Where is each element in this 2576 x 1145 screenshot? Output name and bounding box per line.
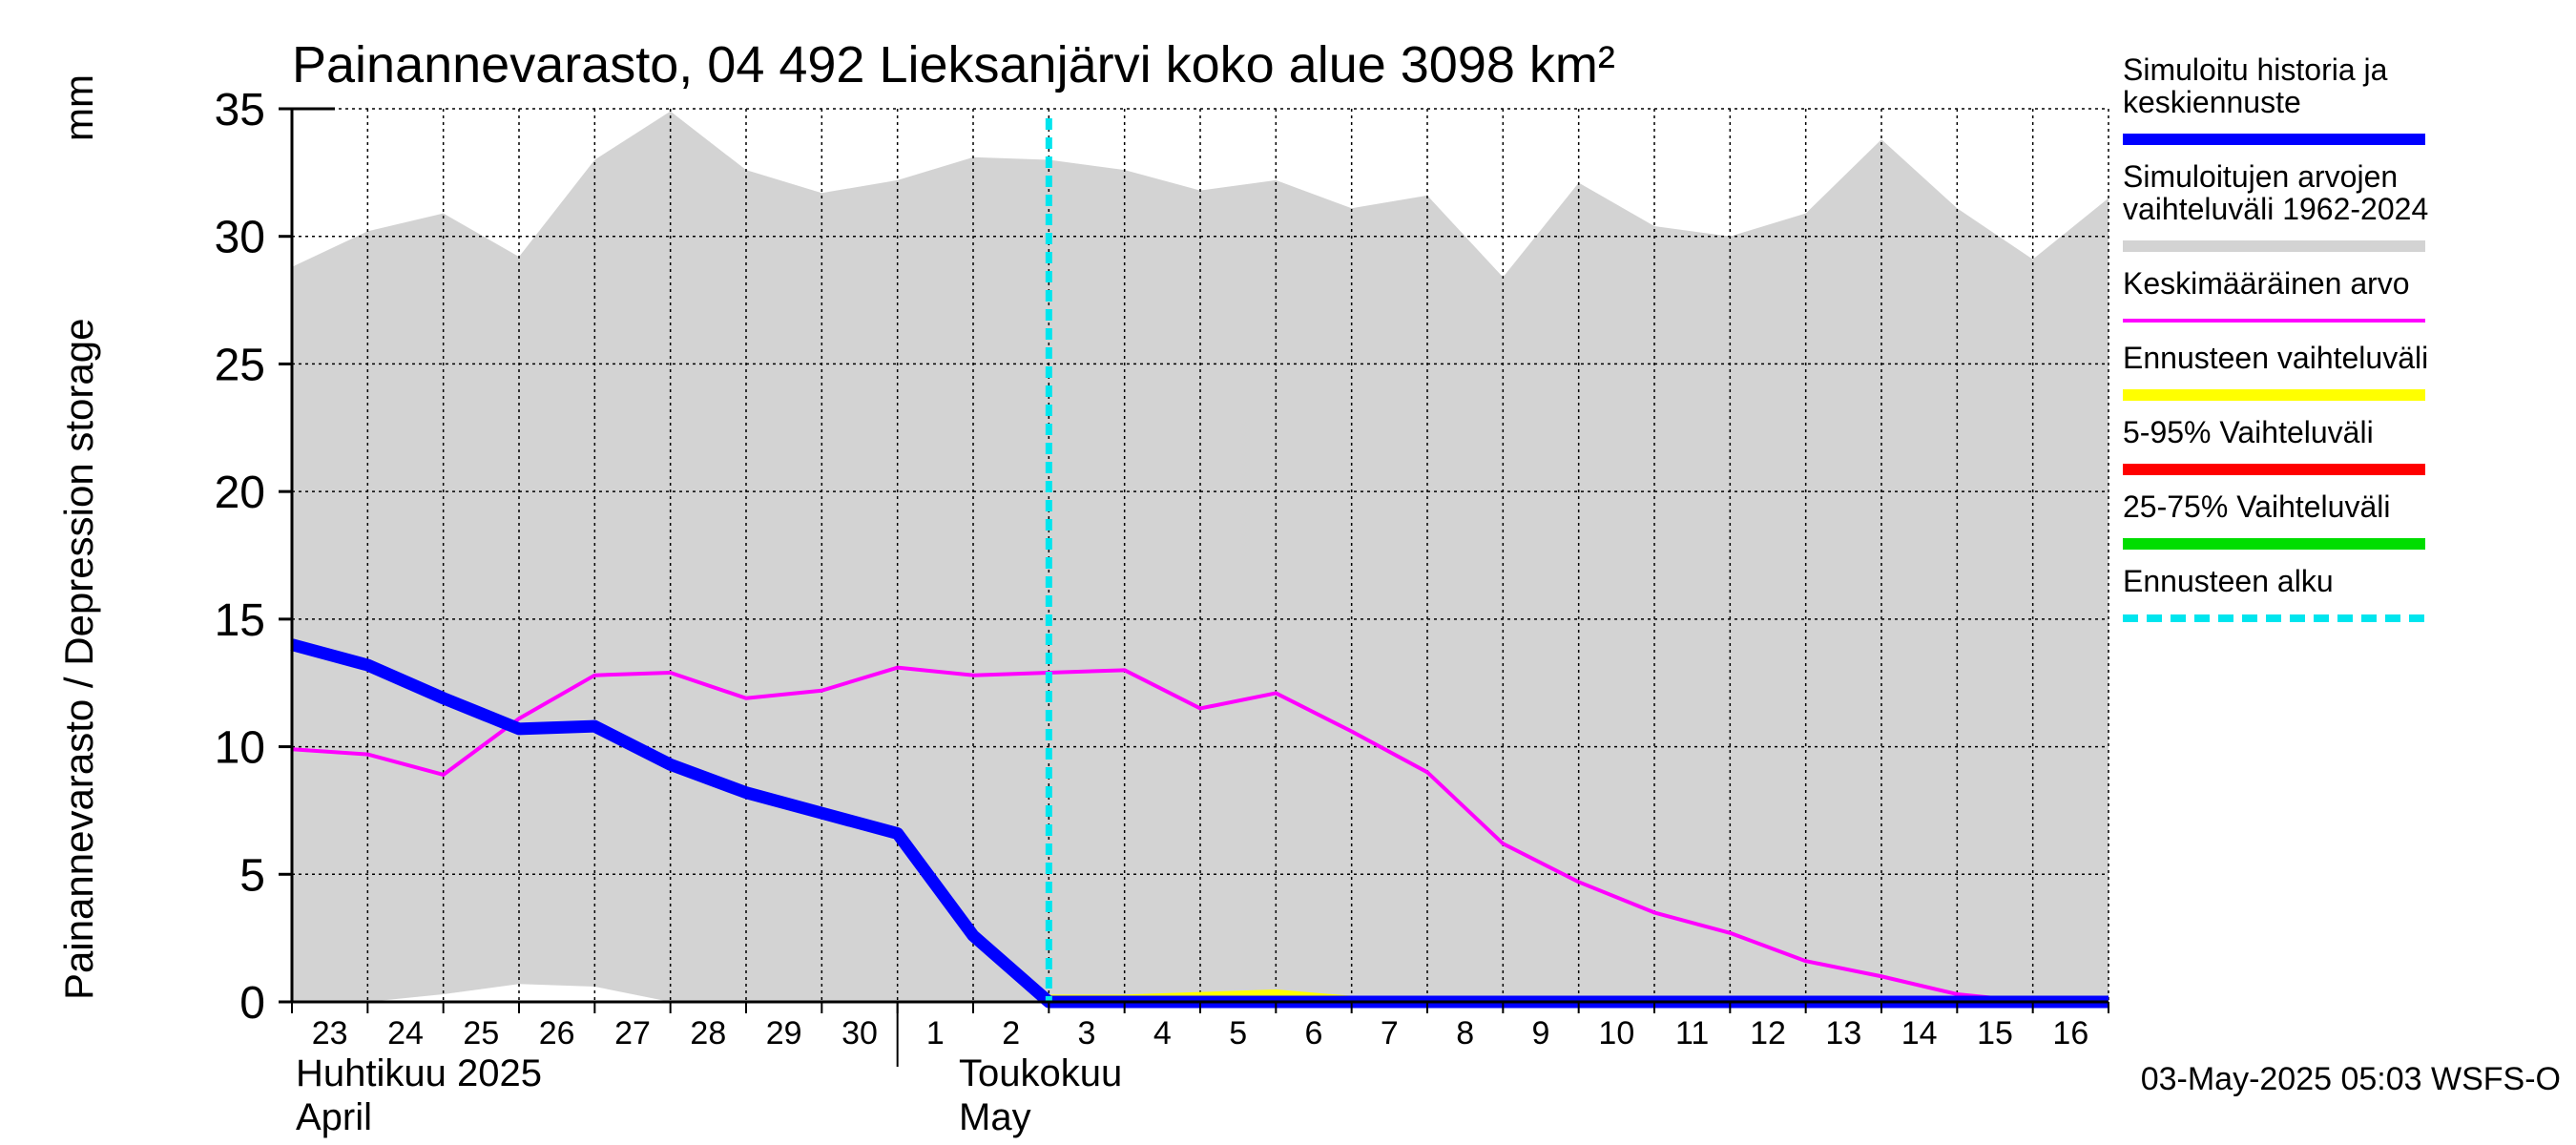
- x-tick-label: 25: [463, 1015, 499, 1051]
- legend-label: Simuloitu historia ja: [2123, 52, 2388, 87]
- series-line-mean: [291, 665, 2109, 1004]
- legend-label: 5-95% Vaihteluväli: [2123, 415, 2374, 449]
- y-tick-label: 35: [215, 85, 265, 135]
- x-tick-label: 12: [1750, 1015, 1786, 1051]
- x-tick-label: 10: [1598, 1015, 1634, 1051]
- legend-label: Ennusteen alku: [2123, 564, 2334, 598]
- x-tick-label: 28: [690, 1015, 726, 1051]
- x-tick-label: 23: [312, 1015, 348, 1051]
- x-tick-label: 27: [614, 1015, 651, 1051]
- x-tick-label: 26: [539, 1015, 575, 1051]
- y-tick-label: 10: [215, 723, 265, 774]
- month-label-en: April: [296, 1096, 372, 1138]
- x-tick-label: 5: [1229, 1015, 1247, 1051]
- x-tick-label: 30: [841, 1015, 878, 1051]
- month-label-fi: Toukokuu: [959, 1052, 1122, 1094]
- x-tick-label: 24: [387, 1015, 424, 1051]
- x-tick-label: 6: [1305, 1015, 1323, 1051]
- y-tick-label: 20: [215, 468, 265, 518]
- month-label-en: May: [959, 1096, 1031, 1138]
- x-tick-label: 1: [926, 1015, 945, 1051]
- x-tick-label: 3: [1078, 1015, 1096, 1051]
- x-tick-label: 11: [1675, 1015, 1709, 1051]
- grid-layer: [292, 108, 2109, 1002]
- x-tick-label: 14: [1901, 1015, 1938, 1051]
- legend-label: 25-75% Vaihteluväli: [2123, 489, 2390, 524]
- legend-label: Simuloitujen arvojen: [2123, 159, 2398, 194]
- y-tick-label: 5: [239, 850, 265, 901]
- legend-label: vaihteluväli 1962-2024: [2123, 192, 2428, 226]
- y-tick-label: 30: [215, 213, 265, 263]
- y-tick-label: 25: [215, 340, 265, 390]
- footer-timestamp: 03-May-2025 05:03 WSFS-O: [2141, 1061, 2561, 1097]
- x-tick-label: 29: [766, 1015, 802, 1051]
- y-axis-label: Painannevarasto / Depression storage: [56, 319, 101, 1000]
- x-tick-label: 9: [1532, 1015, 1550, 1051]
- chart-title: Painannevarasto, 04 492 Lieksanjärvi kok…: [292, 36, 1615, 94]
- x-tick-label: 7: [1381, 1015, 1399, 1051]
- legend-label: Ennusteen vaihteluväli: [2123, 341, 2428, 375]
- x-tick-label: 13: [1825, 1015, 1861, 1051]
- legend-label: Keskimääräinen arvo: [2123, 266, 2410, 301]
- x-tick-label: 4: [1153, 1015, 1172, 1051]
- x-tick-label: 16: [2052, 1015, 2088, 1051]
- y-tick-label: 15: [215, 595, 265, 646]
- x-tick-label: 2: [1002, 1015, 1020, 1051]
- y-tick-label: 0: [239, 978, 265, 1029]
- legend-label: keskiennuste: [2123, 85, 2301, 119]
- month-label-fi: Huhtikuu 2025: [296, 1052, 542, 1094]
- x-tick-label: 8: [1456, 1015, 1474, 1051]
- y-axis-unit: mm: [56, 74, 101, 141]
- x-tick-label: 15: [1977, 1015, 2013, 1051]
